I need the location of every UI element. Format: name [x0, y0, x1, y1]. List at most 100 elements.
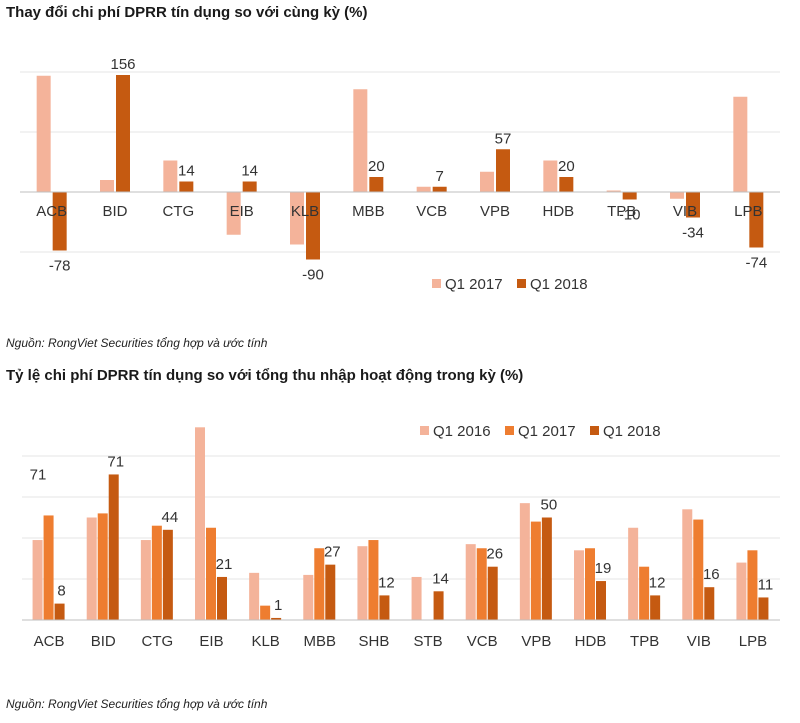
- category-label: BID: [91, 633, 116, 650]
- legend-swatch: [505, 426, 514, 435]
- bar-Q1-2017-EIB: [206, 527, 216, 620]
- data-label: 8: [57, 583, 65, 600]
- category-label: VIB: [673, 203, 697, 220]
- bar-Q1-2018-BID: [116, 75, 130, 192]
- category-label: EIB: [199, 633, 223, 650]
- chart2-source: Nguồn: RongViet Securities tổng hợp và ư…: [6, 697, 268, 711]
- bar-Q1-2017-EIB: [226, 192, 241, 235]
- bar-Q1-2018-EIB: [242, 181, 257, 192]
- bar-Q1-2017-VPB: [480, 171, 494, 192]
- data-label: 21: [216, 556, 233, 573]
- category-label: LPB: [734, 203, 762, 220]
- bar-Q1-2018-ACB: [54, 603, 65, 620]
- bar-Q1-2017-CTG: [151, 525, 162, 620]
- chart1-source: Nguồn: RongViet Securities tổng hợp và ư…: [6, 336, 268, 350]
- bar-Q1-2016-TPB: [628, 527, 639, 620]
- bar-Q1-2018-VPB: [496, 149, 510, 192]
- bar-Q1-2017-LPB: [747, 550, 758, 620]
- category-label: VPB: [521, 633, 551, 650]
- data-label: -90: [302, 267, 324, 284]
- legend-label: Q1 2018: [530, 276, 588, 293]
- bar-Q1-2018-MBB: [369, 177, 384, 192]
- chart1-title: Thay đổi chi phí DPRR tín dụng so với cù…: [6, 4, 368, 21]
- category-label: EIB: [230, 203, 254, 220]
- bar-Q1-2018-BID: [108, 474, 119, 620]
- category-label: VPB: [480, 203, 510, 220]
- legend-label: Q1 2017: [445, 276, 503, 293]
- bar-Q1-2016-VCB: [465, 544, 476, 620]
- legend-label: Q1 2016: [433, 423, 491, 440]
- category-label: MBB: [352, 203, 385, 220]
- data-label: 19: [595, 560, 612, 577]
- bar-Q1-2018-MBB: [325, 564, 336, 620]
- legend-label: Q1 2017: [518, 423, 576, 440]
- category-label: TPB: [607, 203, 636, 220]
- category-label: HDB: [542, 203, 574, 220]
- data-label: -74: [745, 255, 767, 272]
- chart2-container: 71 8 71 44 21 1 27 12 14 26 50 19 12 16 11 ACB BID CTG EIB…: [0, 395, 800, 680]
- data-label: 26: [486, 546, 503, 563]
- bar-Q1-2017-SHB: [368, 540, 379, 620]
- data-label: 12: [649, 574, 666, 591]
- data-label: 71: [107, 453, 124, 470]
- category-label: CTG: [142, 633, 174, 650]
- bar-Q1-2016-LPB: [736, 562, 747, 620]
- category-label: SHB: [359, 633, 390, 650]
- bar-Q1-2016-ACB: [32, 540, 43, 620]
- bar-Q1-2017-HDB: [543, 160, 558, 192]
- bar-Q1-2018-TPB: [622, 192, 637, 200]
- bar-Q1-2018-VIB: [686, 192, 700, 218]
- bar-Q1-2017-MBB: [314, 548, 325, 620]
- data-label: 50: [541, 497, 558, 514]
- bar-Q1-2016-KLB: [249, 572, 260, 620]
- category-label: MBB: [304, 633, 337, 650]
- category-label: LPB: [739, 633, 767, 650]
- bar-Q1-2018-LPB: [749, 192, 764, 248]
- data-label: -78: [49, 258, 71, 275]
- category-label: KLB: [291, 203, 319, 220]
- category-label: ACB: [36, 203, 67, 220]
- data-label: 12: [378, 574, 395, 591]
- category-label: CTG: [162, 203, 194, 220]
- data-label: -34: [682, 225, 704, 242]
- bar-Q1-2017-BID: [97, 513, 108, 620]
- data-label: 7: [435, 168, 443, 185]
- bar-Q1-2016-HDB: [574, 550, 584, 620]
- bar-Q1-2018-HDB: [559, 177, 574, 192]
- bar-Q1-2018-LPB: [758, 597, 769, 620]
- data-label: 27: [324, 544, 341, 561]
- bar-Q1-2017-VIB: [670, 192, 684, 199]
- data-label: 16: [703, 566, 720, 583]
- data-label: 20: [558, 158, 575, 175]
- bar-Q1-2016-EIB: [195, 427, 205, 620]
- bar-Q1-2018-VCB: [432, 186, 447, 192]
- bar-Q1-2017-KLB: [290, 192, 304, 245]
- bar-Q1-2018-KLB: [271, 617, 282, 620]
- data-label: 14: [432, 570, 449, 587]
- y-tick-label: 71: [30, 466, 47, 483]
- bar-Q1-2018-KLB: [306, 192, 320, 260]
- category-label: STB: [413, 633, 442, 650]
- data-label: 11: [758, 576, 774, 593]
- data-label: -10: [619, 207, 641, 224]
- chart2-title: Tỷ lệ chi phí DPRR tín dụng so với tổng …: [6, 367, 524, 384]
- bar-Q1-2017-VIB: [693, 519, 704, 620]
- bar-Q1-2017-TPB: [606, 190, 621, 192]
- bar-Q1-2016-BID: [86, 517, 97, 620]
- category-label: ACB: [34, 633, 65, 650]
- chart1-container: -78 156 14 14 -90 20 7 57 20 -10 -34 -74 ACB BID CTG EI…: [0, 30, 800, 315]
- bar-Q1-2018-HDB: [596, 581, 606, 620]
- bar-Q1-2017-TPB: [639, 566, 650, 620]
- bar-Q1-2016-VPB: [519, 503, 530, 620]
- category-label: KLB: [251, 633, 279, 650]
- bar-Q1-2017-HDB: [585, 548, 595, 620]
- bar-Q1-2017-MBB: [353, 89, 368, 192]
- legend-label: Q1 2018: [603, 423, 661, 440]
- bar-Q1-2016-SHB: [357, 546, 368, 620]
- category-label: BID: [102, 203, 127, 220]
- bar-Q1-2017-VCB: [476, 548, 487, 620]
- bar-Q1-2017-BID: [100, 180, 114, 192]
- category-label: VCB: [416, 203, 447, 220]
- bar-Q1-2018-CTG: [162, 529, 173, 620]
- data-label: 1: [274, 597, 282, 614]
